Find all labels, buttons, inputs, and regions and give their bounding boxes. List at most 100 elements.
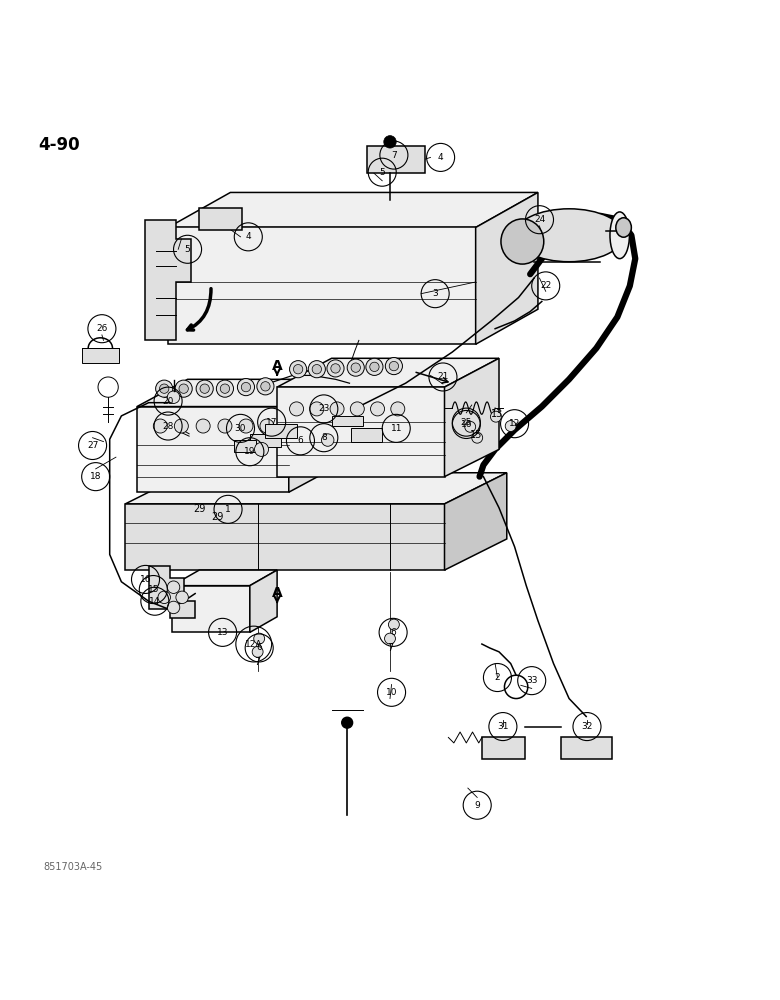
Polygon shape [277,358,499,387]
Circle shape [289,402,303,416]
Circle shape [370,362,379,372]
Polygon shape [277,387,445,477]
Text: 851703A-45: 851703A-45 [44,862,103,872]
Circle shape [254,442,268,456]
Polygon shape [137,379,339,407]
Circle shape [179,384,188,393]
Text: 6: 6 [298,436,303,445]
Text: A: A [271,359,282,373]
Text: 14: 14 [149,597,161,606]
Text: 5: 5 [185,245,190,254]
Text: 18: 18 [90,472,101,481]
Text: 7: 7 [387,643,393,653]
Polygon shape [168,192,538,227]
Circle shape [330,402,344,416]
Circle shape [366,358,383,375]
Text: 21: 21 [438,372,448,381]
Polygon shape [172,570,277,586]
Circle shape [168,391,179,403]
Text: 16: 16 [140,575,151,584]
Polygon shape [149,566,195,618]
Polygon shape [126,473,507,504]
Text: 23: 23 [318,404,329,413]
Text: 3: 3 [432,289,438,298]
Circle shape [384,136,396,148]
Text: 28: 28 [162,422,174,431]
Text: 5: 5 [379,168,385,177]
Text: 33: 33 [526,676,537,685]
Text: A: A [271,586,282,600]
Text: 6: 6 [390,628,396,637]
Circle shape [289,361,307,378]
Polygon shape [172,586,250,632]
Polygon shape [250,434,281,447]
Text: 22: 22 [540,281,551,290]
Circle shape [254,633,264,644]
Circle shape [158,591,171,604]
Circle shape [176,591,188,604]
Polygon shape [145,220,191,340]
Text: 1: 1 [225,505,231,514]
Polygon shape [82,348,119,363]
Text: 31: 31 [497,722,509,731]
Circle shape [347,359,364,376]
Circle shape [260,419,274,433]
Text: 11: 11 [391,424,402,433]
Polygon shape [289,379,339,492]
Text: 20: 20 [162,397,174,406]
Circle shape [321,434,334,446]
Polygon shape [250,570,277,632]
Text: 12A: 12A [245,640,263,649]
Text: 16: 16 [460,420,472,429]
Circle shape [261,382,270,391]
Ellipse shape [501,219,544,264]
Circle shape [391,402,405,416]
Circle shape [257,378,274,395]
Circle shape [200,384,209,393]
Circle shape [293,365,303,374]
Circle shape [220,384,229,393]
Text: 26: 26 [96,324,108,333]
Text: 24: 24 [534,215,545,224]
Text: 13: 13 [217,628,229,637]
Text: 12: 12 [509,419,520,428]
Text: 15: 15 [147,585,159,594]
Circle shape [196,419,210,433]
Circle shape [385,633,395,644]
Circle shape [389,361,399,371]
Circle shape [174,419,188,433]
Text: 4: 4 [438,153,443,162]
Circle shape [331,364,340,373]
Circle shape [312,365,321,374]
Polygon shape [476,192,538,344]
Circle shape [239,419,253,433]
Text: 27: 27 [87,441,98,450]
Circle shape [156,380,172,397]
Polygon shape [482,737,525,759]
Polygon shape [562,737,612,759]
Circle shape [175,380,192,397]
Circle shape [241,382,250,392]
Polygon shape [367,146,425,173]
Ellipse shape [610,212,629,259]
Text: 7: 7 [254,657,261,667]
Text: 9: 9 [474,801,480,810]
Polygon shape [445,358,499,477]
Text: 2: 2 [495,673,500,682]
Polygon shape [332,416,363,426]
Text: 29: 29 [193,504,205,514]
Text: 6: 6 [257,643,262,652]
Text: 19: 19 [244,447,256,456]
Circle shape [168,601,179,614]
Text: 32: 32 [581,722,593,731]
Circle shape [370,402,385,416]
Text: 4-90: 4-90 [38,136,80,154]
Circle shape [216,380,233,397]
Text: 25: 25 [461,418,472,427]
Text: 30: 30 [235,424,246,433]
Circle shape [310,402,324,416]
Circle shape [160,384,169,393]
Text: 13: 13 [491,409,504,419]
Polygon shape [168,227,476,344]
Text: 10: 10 [386,688,397,697]
